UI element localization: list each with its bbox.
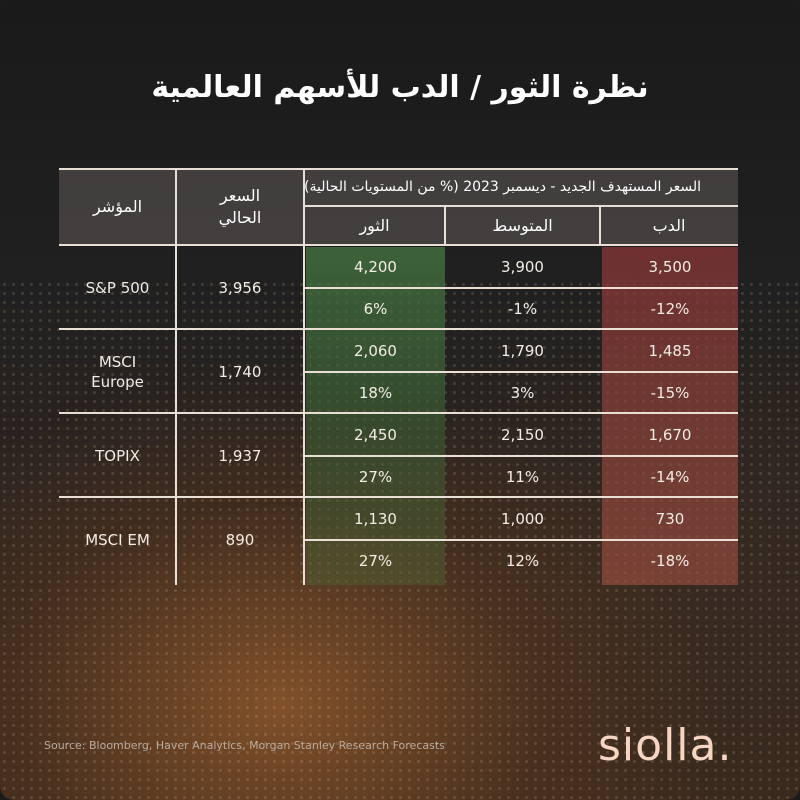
row-divider bbox=[59, 328, 738, 330]
bull-target-cell: 4,200 bbox=[354, 257, 397, 276]
bull-target-cell: 2,450 bbox=[354, 425, 397, 444]
row-divider bbox=[59, 496, 738, 498]
bear-target-cell: 1,670 bbox=[648, 425, 692, 444]
header-bull: الثور bbox=[359, 215, 390, 235]
header-background-scenarios bbox=[304, 206, 738, 245]
index-name-cell: MSCI Europe bbox=[91, 352, 144, 391]
base-percent-cell: 11% bbox=[505, 467, 540, 486]
forecast-table: المؤشر السعر الحالي السعر المستهدف الجدي… bbox=[59, 168, 738, 585]
header-background-group bbox=[304, 168, 738, 206]
bear-percent-cell: -12% bbox=[650, 299, 690, 318]
index-name-cell: MSCI EM bbox=[85, 530, 150, 549]
bear-target-cell: 730 bbox=[655, 509, 685, 528]
bull-percent-cell: 6% bbox=[363, 299, 388, 318]
page-title: نظرة الثور / الدب للأسهم العالمية bbox=[151, 70, 649, 105]
current-price-cell: 1,937 bbox=[218, 446, 262, 465]
base-percent-cell: 3% bbox=[510, 383, 535, 402]
group-header-divider bbox=[304, 205, 738, 207]
bear-target-cell: 3,500 bbox=[648, 257, 692, 276]
header-index: المؤشر bbox=[92, 196, 143, 216]
current-price-cell: 1,740 bbox=[218, 362, 262, 381]
header-base: المتوسط bbox=[492, 215, 553, 235]
subrow-divider bbox=[304, 539, 738, 541]
base-target-cell: 2,150 bbox=[501, 425, 544, 444]
bear-column-highlight bbox=[602, 247, 738, 585]
table-top-border bbox=[59, 168, 738, 170]
current-price-cell: 890 bbox=[225, 530, 255, 549]
header-background-left bbox=[59, 168, 304, 245]
bull-column-highlight bbox=[306, 247, 445, 585]
base-target-cell: 1,790 bbox=[501, 341, 544, 360]
row-divider bbox=[59, 412, 738, 414]
bear-target-cell: 1,485 bbox=[648, 341, 692, 360]
header-current-price: السعر الحالي bbox=[218, 185, 262, 227]
base-target-cell: 3,900 bbox=[501, 257, 544, 276]
bear-percent-cell: -14% bbox=[650, 467, 690, 486]
bear-percent-cell: -15% bbox=[650, 383, 690, 402]
bull-percent-cell: 18% bbox=[358, 383, 393, 402]
column-divider-1 bbox=[175, 168, 177, 585]
header-bear: الدب bbox=[652, 215, 686, 235]
subrow-divider bbox=[304, 371, 738, 373]
base-target-cell: 1,000 bbox=[501, 509, 544, 528]
base-percent-cell: 12% bbox=[505, 551, 540, 570]
index-name-cell: S&P 500 bbox=[85, 278, 150, 297]
bull-target-cell: 2,060 bbox=[354, 341, 397, 360]
bull-percent-cell: 27% bbox=[358, 467, 393, 486]
bear-percent-cell: -18% bbox=[650, 551, 690, 570]
header-bottom-border bbox=[59, 244, 738, 246]
current-price-cell: 3,956 bbox=[218, 278, 262, 297]
index-name-cell: TOPIX bbox=[95, 446, 140, 465]
brand-logo: siolla. bbox=[598, 720, 733, 771]
column-divider-2 bbox=[303, 168, 305, 585]
bull-percent-cell: 27% bbox=[358, 551, 393, 570]
source-note: Source: Bloomberg, Haver Analytics, Morg… bbox=[44, 739, 445, 752]
subrow-divider bbox=[304, 287, 738, 289]
base-percent-cell: -1% bbox=[507, 299, 538, 318]
scenario-divider-2 bbox=[599, 206, 601, 245]
scenario-divider-1 bbox=[444, 206, 446, 245]
bull-target-cell: 1,130 bbox=[354, 509, 397, 528]
header-target-price-group: السعر المستهدف الجديد - ديسمبر 2023 (% م… bbox=[304, 178, 701, 195]
subrow-divider bbox=[304, 455, 738, 457]
